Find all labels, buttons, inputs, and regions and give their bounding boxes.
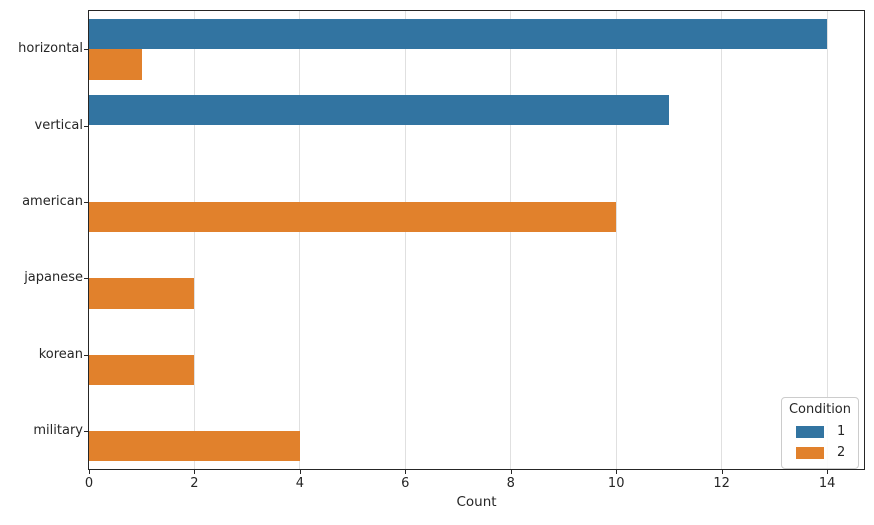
bar-japanese-2 — [89, 278, 195, 309]
x-tick — [616, 470, 618, 474]
bar-korean-2 — [89, 354, 195, 386]
x-axis-title: Count — [456, 494, 497, 510]
y-tick-label-horizontal: horizontal — [18, 41, 83, 57]
bar-horizontal-2 — [89, 49, 142, 80]
x-tick-label-2: 2 — [190, 476, 199, 491]
legend-item-2: 2 — [787, 442, 853, 463]
y-tick — [84, 430, 88, 432]
y-tick — [84, 354, 88, 356]
y-tick-label-military: military — [33, 422, 83, 438]
legend-title: Condition — [788, 402, 852, 417]
legend: Condition 1 2 — [781, 397, 859, 469]
legend-swatch-condition-2 — [796, 446, 824, 459]
y-tick-label-japanese: japanese — [24, 270, 83, 286]
x-tick-label-0: 0 — [84, 476, 94, 491]
x-tick — [510, 470, 512, 474]
gridline-x-8 — [510, 11, 512, 469]
x-tick — [405, 470, 407, 474]
gridline-x-2 — [193, 11, 195, 469]
legend-label-condition-2: 2 — [837, 445, 846, 460]
gridline-x-12 — [721, 11, 723, 469]
legend-swatch-condition-1 — [796, 425, 824, 438]
gridline-x-14 — [826, 11, 828, 469]
y-tick — [84, 201, 88, 203]
y-tick-label-korean: korean — [38, 346, 83, 362]
x-tick — [194, 470, 196, 474]
gridline-x-10 — [615, 11, 617, 469]
gridline-x-4 — [299, 11, 301, 469]
x-tick-label-4: 4 — [295, 476, 305, 491]
bar-military-2 — [89, 430, 300, 462]
gridline-x-6 — [404, 11, 406, 469]
x-tick — [827, 470, 829, 474]
y-tick — [84, 125, 88, 127]
bar-american-2 — [89, 201, 617, 233]
bar-horizontal-1 — [89, 18, 828, 50]
x-tick-label-10: 10 — [607, 476, 625, 491]
x-tick-label-8: 8 — [506, 476, 515, 491]
x-tick-label-12: 12 — [713, 476, 730, 491]
y-tick-label-vertical: vertical — [34, 117, 83, 133]
legend-label-condition-1: 1 — [837, 424, 846, 439]
x-tick — [299, 470, 301, 474]
y-tick-label-american: american — [22, 193, 83, 209]
y-tick — [84, 278, 88, 280]
x-tick-label-6: 6 — [401, 476, 410, 491]
bar-vertical-1 — [89, 94, 669, 126]
x-tick-label-14: 14 — [818, 476, 836, 491]
legend-item-1: 1 — [787, 421, 853, 442]
plot-area — [88, 10, 865, 470]
x-tick — [89, 470, 90, 474]
y-tick — [84, 49, 88, 51]
x-tick — [721, 470, 723, 474]
